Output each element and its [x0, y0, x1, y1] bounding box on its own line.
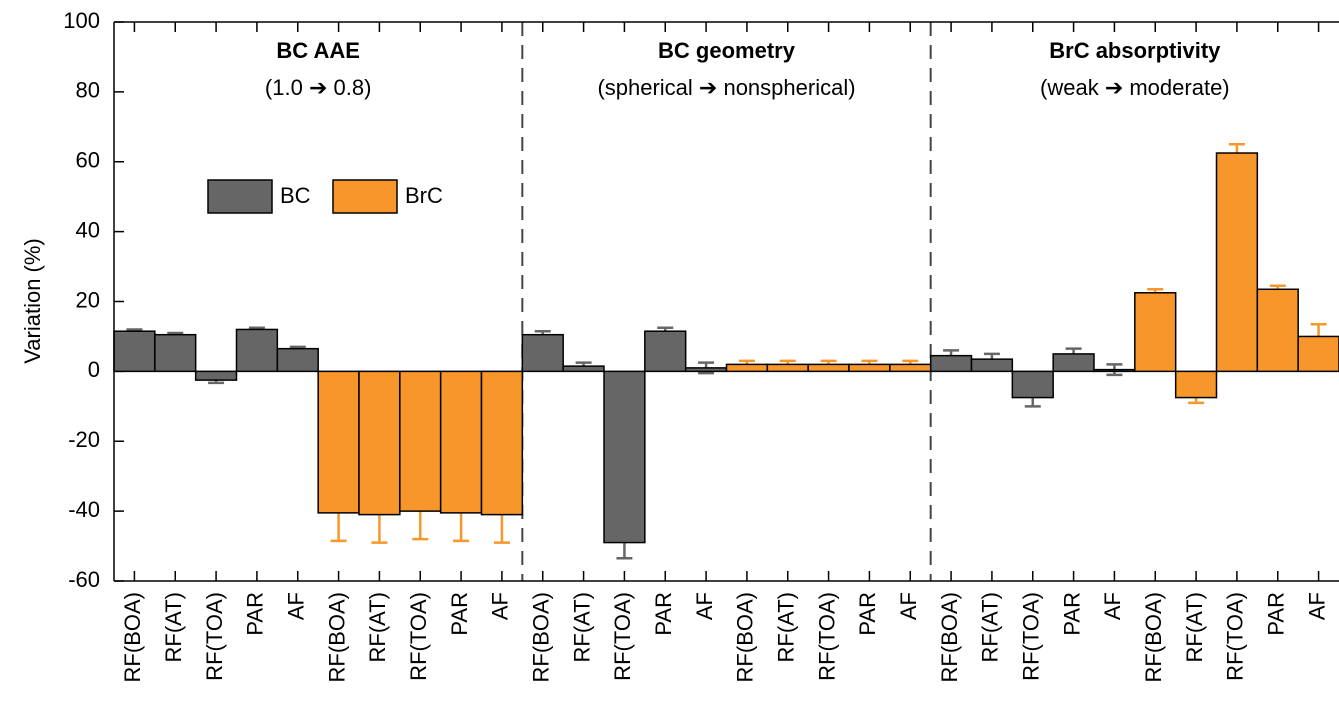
- bar: [970, 358, 1014, 373]
- bar: [521, 333, 564, 373]
- bar: [889, 363, 932, 373]
- bar: [644, 330, 687, 373]
- x-tick-label: AF: [896, 592, 921, 620]
- bar: [766, 363, 809, 373]
- bar: [848, 363, 891, 373]
- panel-title: BC geometry: [658, 38, 796, 63]
- y-tick-label: 100: [63, 8, 100, 33]
- bar: [235, 328, 279, 373]
- bar: [1297, 335, 1339, 373]
- x-tick-label: PAR: [447, 592, 472, 636]
- bar: [1134, 292, 1177, 373]
- panel-subtitle: (1.0 ➔ 0.8): [265, 75, 371, 100]
- legend-swatch: [332, 179, 398, 214]
- y-tick-label: 0: [88, 357, 100, 382]
- x-tick-label: RF(BOA): [733, 592, 758, 682]
- x-tick-label: RF(AT): [774, 592, 799, 662]
- x-tick-label: PAR: [651, 592, 676, 636]
- x-tick-label: RF(TOA): [814, 592, 839, 681]
- x-tick-label: PAR: [243, 592, 268, 636]
- x-tick-label: RF(BOA): [1141, 592, 1166, 682]
- bar: [562, 365, 605, 373]
- x-tick-label: RF(BOA): [324, 592, 349, 682]
- x-tick-label: AF: [488, 592, 513, 620]
- x-tick-label: AF: [284, 592, 309, 620]
- x-tick-label: AF: [692, 592, 717, 620]
- y-tick-label: 80: [76, 78, 100, 103]
- x-tick-label: RF(AT): [569, 592, 594, 662]
- y-tick-label: -20: [68, 427, 100, 452]
- bar: [929, 354, 973, 373]
- y-tick-label: 20: [76, 287, 100, 312]
- x-tick-label: RF(TOA): [610, 592, 635, 681]
- bar: [194, 370, 238, 381]
- y-tick-label: 60: [76, 148, 100, 173]
- bar: [603, 370, 646, 544]
- x-tick-label: AF: [1100, 592, 1125, 620]
- bar: [113, 330, 156, 373]
- bar: [807, 363, 850, 373]
- bar: [1256, 288, 1299, 373]
- y-tick-label: -60: [68, 567, 100, 592]
- x-tick-label: RF(TOA): [1019, 592, 1044, 681]
- x-tick-label: AF: [1304, 592, 1329, 620]
- bar: [1174, 370, 1218, 399]
- x-tick-label: RF(BOA): [937, 592, 962, 682]
- y-axis-label: Variation (%): [20, 238, 45, 364]
- x-tick-label: RF(BOA): [529, 592, 554, 682]
- y-tick-label: -40: [68, 497, 100, 522]
- legend-label: BrC: [405, 183, 443, 208]
- x-tick-label: RF(TOA): [202, 592, 227, 681]
- bar: [1011, 370, 1054, 399]
- legend-label: BC: [280, 183, 311, 208]
- x-tick-label: RF(AT): [365, 592, 390, 662]
- bar: [725, 363, 769, 373]
- x-tick-label: RF(AT): [161, 592, 186, 662]
- panel-subtitle: (weak ➔ moderate): [1040, 75, 1230, 100]
- x-tick-label: PAR: [855, 592, 880, 636]
- bar: [358, 370, 401, 516]
- x-tick-label: PAR: [1059, 592, 1084, 636]
- x-tick-label: RF(AT): [1182, 592, 1207, 662]
- x-tick-label: RF(AT): [978, 592, 1003, 662]
- legend-swatch: [207, 179, 273, 214]
- bar: [399, 370, 442, 512]
- bar: [439, 370, 483, 514]
- bar: [1052, 353, 1095, 373]
- y-tick-label: 40: [76, 217, 100, 242]
- x-tick-label: RF(TOA): [1223, 592, 1248, 681]
- bar: [1093, 368, 1136, 373]
- x-tick-label: RF(TOA): [406, 592, 431, 681]
- x-tick-label: PAR: [1264, 592, 1289, 636]
- panel-subtitle: (spherical ➔ nonspherical): [597, 75, 855, 100]
- bar: [154, 333, 197, 373]
- bar: [276, 347, 319, 373]
- x-tick-label: RF(BOA): [120, 592, 145, 682]
- panel-title: BC AAE: [276, 38, 360, 63]
- panel-title: BrC absorptivity: [1049, 38, 1221, 63]
- bar: [317, 370, 360, 514]
- bar: [684, 367, 728, 373]
- bar: [480, 370, 524, 516]
- bar: [1215, 152, 1259, 373]
